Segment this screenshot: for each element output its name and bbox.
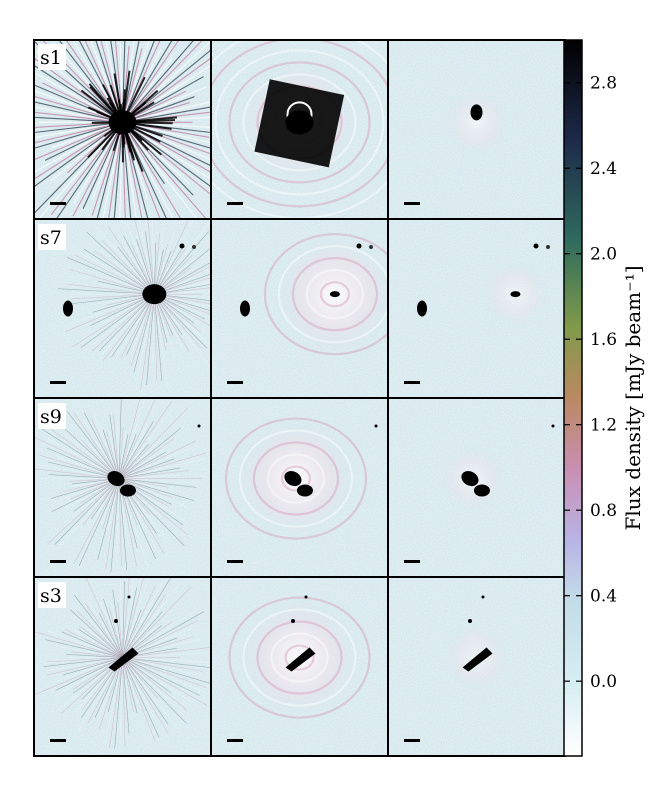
row-labels: s1 s7 s9 s3 bbox=[38, 44, 66, 608]
svg-text:s7: s7 bbox=[40, 227, 62, 249]
svg-text:s9: s9 bbox=[40, 406, 62, 428]
panel-s7-intermediate bbox=[210, 218, 389, 399]
panel-s1-raw bbox=[33, 39, 212, 220]
panel-s1-intermediate bbox=[210, 39, 389, 220]
colorbar: 0.0 0.4 0.8 1.2 1.6 2.0 2.4 2.8 Flux density [m… bbox=[563, 39, 645, 757]
svg-text:s1: s1 bbox=[40, 47, 62, 69]
row-label-s7: s7 bbox=[38, 224, 66, 250]
scale-bar bbox=[404, 202, 420, 205]
row-label-s9: s9 bbox=[38, 403, 66, 429]
scale-bar bbox=[227, 560, 243, 563]
svg-text:s3: s3 bbox=[40, 585, 62, 607]
panel-s3-intermediate bbox=[210, 576, 389, 757]
colorbar-tick-label: 0.0 bbox=[590, 672, 617, 692]
scale-bar bbox=[404, 739, 420, 742]
scale-bar bbox=[50, 739, 66, 742]
colorbar-tick-label: 2.8 bbox=[590, 74, 617, 94]
colorbar-gradient bbox=[563, 39, 583, 757]
panel-s3-cleaned bbox=[387, 576, 566, 757]
colorbar-tick-label: 2.0 bbox=[590, 245, 617, 265]
panel-s9-cleaned bbox=[387, 397, 566, 578]
panel-grid bbox=[33, 39, 566, 757]
scale-bar bbox=[227, 202, 243, 205]
scale-bar bbox=[227, 381, 243, 384]
colorbar-ticks: 0.0 0.4 0.8 1.2 1.6 2.0 2.4 2.8 bbox=[564, 74, 617, 692]
scale-bar bbox=[50, 202, 66, 205]
colorbar-tick-label: 2.4 bbox=[590, 159, 617, 179]
scale-bar bbox=[404, 381, 420, 384]
row-label-s3: s3 bbox=[38, 582, 66, 608]
colorbar-tick-label: 1.6 bbox=[590, 330, 617, 350]
scale-bar bbox=[227, 739, 243, 742]
scale-bar bbox=[50, 560, 66, 563]
row-label-s1: s1 bbox=[38, 44, 66, 70]
colorbar-label: Flux density [mJy beam⁻¹] bbox=[621, 265, 645, 530]
colorbar-tick-label: 0.8 bbox=[590, 501, 617, 521]
panel-s3-raw bbox=[33, 576, 212, 757]
panel-s7-cleaned bbox=[387, 218, 566, 399]
panel-s9-intermediate bbox=[210, 397, 389, 578]
scale-bar bbox=[404, 560, 420, 563]
panel-s1-cleaned bbox=[387, 39, 566, 220]
colorbar-tick-label: 0.4 bbox=[590, 587, 617, 607]
scale-bar bbox=[50, 381, 66, 384]
colorbar-tick-label: 1.2 bbox=[590, 416, 617, 436]
